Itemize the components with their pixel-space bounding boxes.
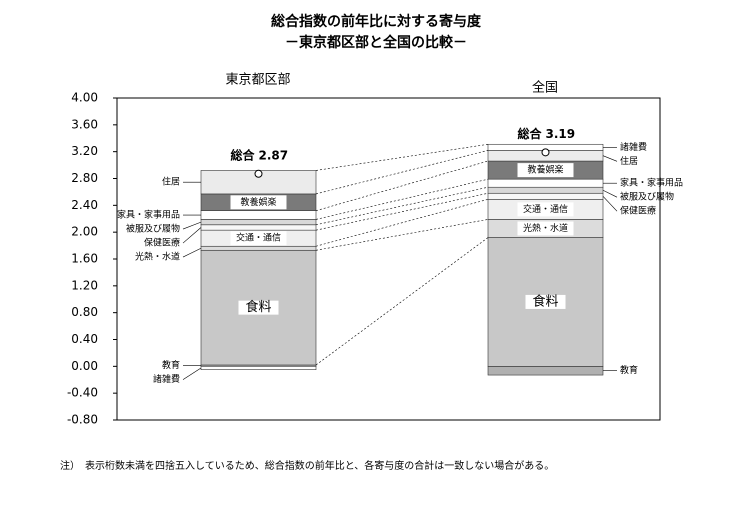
y-tick-label: -0.80 [67,413,98,427]
segment-label-bg [517,202,574,217]
segment-label: 交通・通信 [523,203,568,215]
segment-label: 住居 [620,155,638,167]
bar-segment [200,219,317,226]
segment-label: 光熱・水道 [523,222,568,234]
connector-line [315,143,489,171]
segment-label: 諸雑費 [620,141,647,153]
connector-line [315,178,489,220]
y-tick-label: 0.80 [71,305,98,319]
segment-label: 食料 [245,299,271,315]
segment-label: 家具・家事用品 [117,209,180,221]
segment-label: 保健医療 [620,205,656,217]
chart-title: 総合指数の前年比に対する寄与度 [271,13,482,30]
segment-label: 教育 [162,359,180,371]
category-label: 全国 [532,80,558,96]
bar-segment [487,192,604,200]
segment-label-bg [230,231,287,246]
leader-line [182,367,202,380]
segment-label: 交通・通信 [236,232,281,244]
leader-line [182,247,202,258]
leader-line [602,155,618,162]
bar-segment [487,186,604,194]
bar-segment [200,224,317,231]
bar-segment [200,366,317,370]
y-tick-label: -0.40 [67,386,98,400]
connector-line [315,237,489,366]
total-marker [541,148,550,157]
leader-line [602,189,618,198]
connector-line [315,199,489,247]
y-tick-label: 4.00 [71,91,98,105]
leader-line [602,196,618,212]
y-tick-label: 2.80 [71,171,98,185]
chart-subtitle: －東京都区部と全国の比較－ [285,34,467,51]
y-tick-label: 2.00 [71,225,98,239]
segment-label-bg [238,300,279,315]
segment-label: 被服及び履物 [620,191,674,203]
y-tick-label: 1.20 [71,278,98,292]
segment-label-bg [230,195,287,210]
connector-line [315,186,489,226]
bar-segment [487,178,604,188]
segment-label: 被服及び履物 [126,223,180,235]
segment-label-bg [517,163,574,178]
connector-line [315,150,489,195]
y-tick-label: 3.60 [71,117,98,131]
y-tick-label: 2.40 [71,198,98,212]
y-tick-label: 3.20 [71,144,98,158]
total-label: 総合 [230,147,255,162]
bar-segment [200,210,317,220]
connector-line [315,219,489,251]
y-tick-label: 0.00 [71,359,98,373]
bar-segment [487,366,604,376]
connector-line [315,192,489,231]
y-tick-label: 1.60 [71,252,98,266]
total-value: 2.87 [259,148,289,162]
note: 注） 表示桁数未満を四捨五入しているため、総合指数の前年比と、各寄与度の合計は一… [60,459,554,472]
segment-label-bg [525,294,566,309]
segment-label: 光熱・水道 [135,251,180,263]
segment-label: 住居 [162,176,180,188]
segment-label: 家具・家事用品 [620,177,683,189]
segment-label: 教養娯楽 [527,164,563,176]
bar-segment [200,245,317,251]
total-value: 3.19 [546,127,576,141]
segment-label-bg [517,221,574,236]
leader-line [182,227,202,244]
segment-label: 教育 [620,364,638,376]
segment-label: 諸雑費 [153,373,180,385]
segment-label: 食料 [532,293,558,309]
leader-line [182,221,202,230]
total-marker [254,169,263,178]
segment-label: 保健医療 [144,237,180,249]
segment-label: 教養娯楽 [240,196,276,208]
connector-line [315,160,489,211]
category-label: 東京都区部 [225,72,290,88]
total-label: 総合 [517,126,542,141]
y-tick-label: 0.40 [71,332,98,346]
